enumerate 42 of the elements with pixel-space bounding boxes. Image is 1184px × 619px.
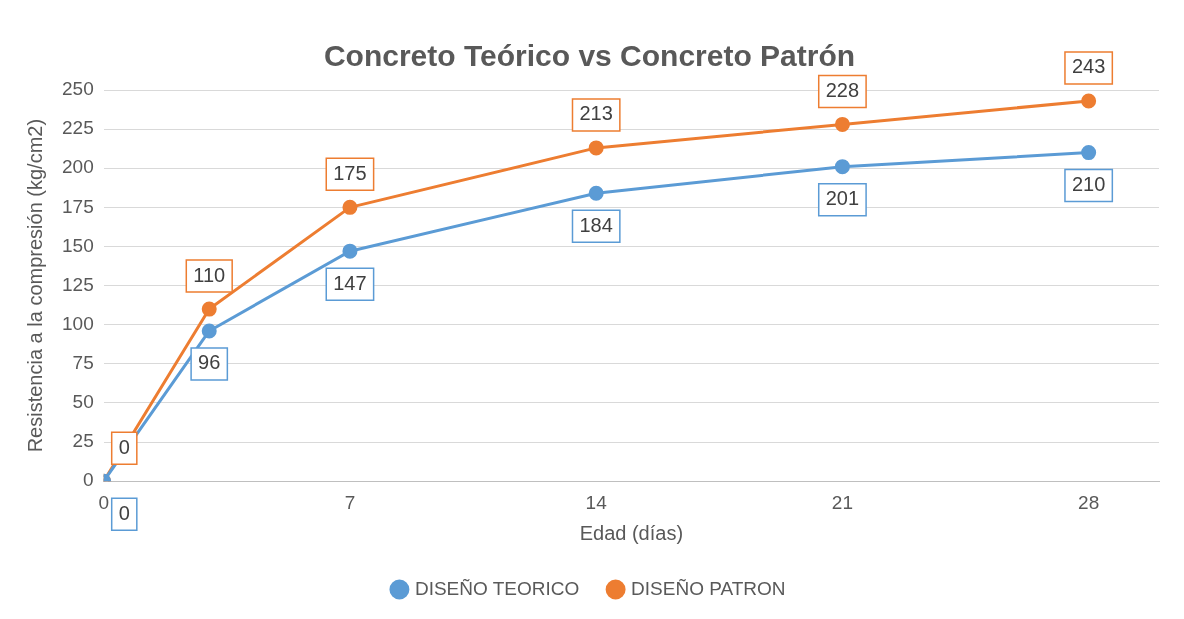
y-tick-label: 225: [62, 117, 94, 139]
legend-label: DISEÑO TEORICO: [414, 577, 580, 599]
x-tick-label: 21: [831, 491, 853, 513]
point: [342, 199, 358, 215]
x-tick-label: 0: [98, 491, 109, 513]
point: [201, 301, 217, 317]
x-tick-label: 28: [1078, 491, 1100, 513]
point: [342, 243, 358, 259]
data-label: 210: [1071, 173, 1106, 196]
data-label: 213: [579, 102, 613, 125]
point: [201, 323, 217, 339]
y-tick-label: 25: [72, 430, 94, 452]
data-label: 228: [825, 78, 860, 101]
y-tick-label: 250: [62, 78, 94, 100]
point: [588, 140, 604, 156]
data-label: 0: [118, 435, 130, 458]
y-tick-label: 175: [62, 195, 94, 217]
point: [1081, 93, 1097, 109]
point: [588, 185, 604, 201]
data-label: 243: [1071, 55, 1106, 78]
y-tick-label: 0: [83, 469, 94, 491]
y-tick-label: 100: [62, 312, 94, 334]
y-tick-label: 75: [72, 352, 94, 374]
point: [1081, 145, 1097, 161]
data-label: 110: [193, 263, 226, 286]
data-label: 147: [333, 271, 367, 294]
data-label: 201: [825, 187, 860, 210]
point: [834, 116, 850, 132]
x-axis-title: Edad (días): [579, 521, 684, 544]
y-tick-label: 200: [62, 156, 94, 178]
legend-label: DISEÑO PATRON: [631, 577, 786, 599]
data-label: 184: [579, 213, 613, 236]
data-label: 96: [198, 351, 221, 374]
x-tick-label: 14: [585, 491, 608, 513]
chart-title: Concreto Teórico vs Concreto Patrón: [323, 39, 856, 73]
data-label: 175: [333, 161, 367, 184]
point: [834, 159, 850, 175]
y-tick-label: 150: [62, 234, 94, 256]
x-tick-label: 7: [344, 491, 356, 513]
y-tick-label: 125: [62, 273, 94, 295]
y-axis-title: Resistencia a la compresión (kg/cm2): [23, 118, 46, 453]
y-tick-label: 50: [72, 391, 94, 413]
